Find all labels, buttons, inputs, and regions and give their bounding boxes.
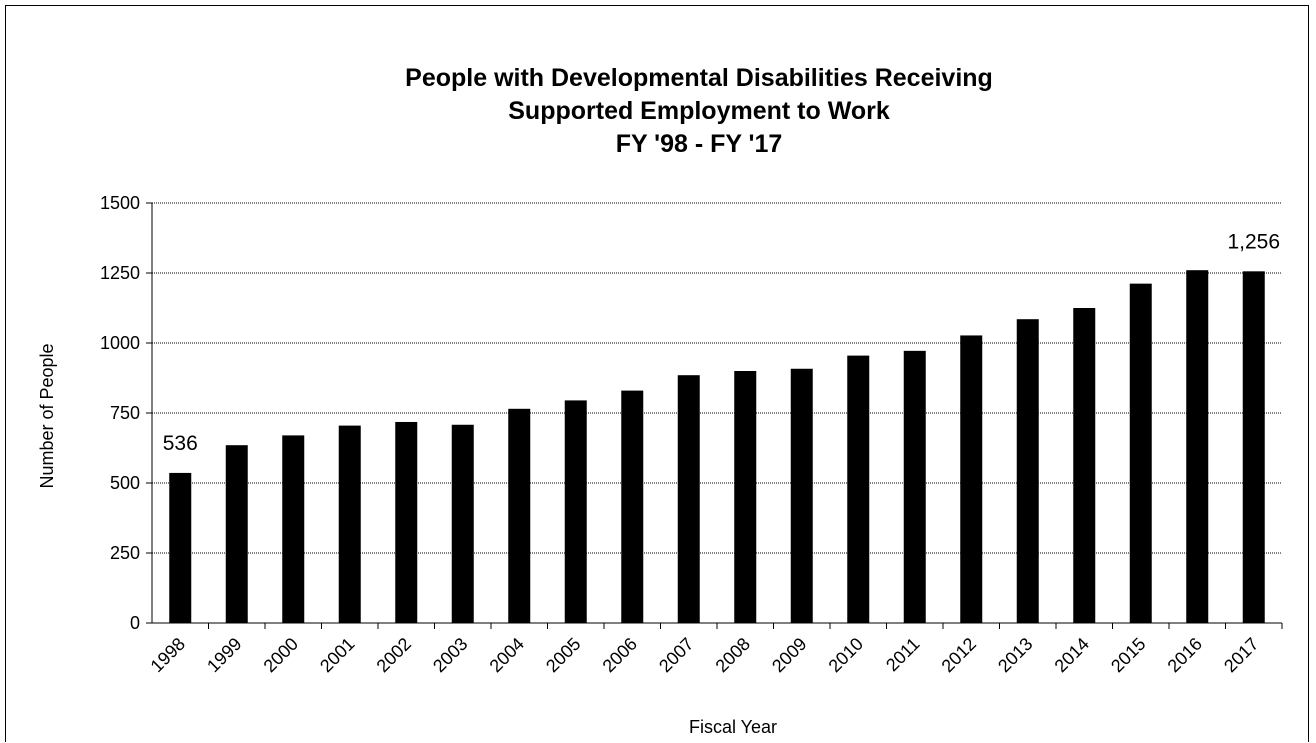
x-tick-label-2003: 2003 — [429, 634, 471, 676]
bar-1998 — [169, 472, 192, 623]
x-tick-label-2011: 2011 — [882, 634, 924, 676]
x-tick-label-2004: 2004 — [486, 634, 528, 676]
bar-2007 — [677, 375, 700, 623]
bar-chart: People with Developmental Disabilities R… — [37, 64, 1283, 737]
x-axis-title: Fiscal Year — [689, 717, 777, 737]
y-tick-label: 0 — [130, 613, 140, 633]
bar-2014 — [1073, 308, 1096, 623]
x-tick-label-2001: 2001 — [316, 634, 358, 676]
y-tick-labels: 0 250 500 750 1000 1250 1500 — [100, 193, 140, 633]
bar-2003 — [451, 424, 474, 623]
x-tick-label-2010: 2010 — [825, 634, 867, 676]
bar-2001 — [338, 425, 361, 623]
chart-title: People with Developmental Disabilities R… — [405, 64, 993, 158]
bar-1999 — [225, 445, 248, 623]
chart-title-line-2: Supported Employment to Work — [508, 97, 890, 125]
bar-2009 — [790, 368, 813, 623]
bar-2004 — [508, 408, 531, 623]
bar-2012 — [960, 335, 983, 623]
bar-2000 — [282, 435, 305, 623]
bar-2013 — [1016, 319, 1039, 623]
x-tick-label-2002: 2002 — [373, 634, 415, 676]
chart-title-line-1: People with Developmental Disabilities R… — [405, 64, 993, 92]
bar-2010 — [847, 355, 870, 623]
x-tick-label-2005: 2005 — [542, 634, 584, 676]
bar-2005 — [564, 400, 587, 623]
x-tick-label-2006: 2006 — [599, 634, 641, 676]
y-axis-title: Number of People — [37, 343, 57, 488]
data-label-2017: 1,256 — [1227, 230, 1280, 253]
y-tick-label: 1000 — [100, 333, 140, 353]
x-tick-label-2014: 2014 — [1051, 634, 1093, 676]
x-tick-label-2007: 2007 — [655, 634, 697, 676]
chart-title-line-3: FY '98 - FY '17 — [616, 130, 783, 158]
x-tick-label-2000: 2000 — [260, 634, 302, 676]
bar-2016 — [1186, 270, 1209, 623]
bar-2011 — [903, 350, 926, 623]
gridlines — [152, 202, 1282, 554]
x-tick-label-2017: 2017 — [1220, 634, 1262, 676]
bar-2008 — [734, 371, 757, 623]
y-tick-label: 1500 — [100, 193, 140, 213]
bars — [169, 270, 1265, 623]
bar-2017 — [1242, 271, 1265, 623]
data-labels: 536 1,256 — [163, 230, 1280, 455]
y-tick-label: 750 — [110, 403, 140, 423]
x-tick-labels: 1998 1999 2000 2001 2002 2003 2004 2005 2006 2007… — [147, 634, 1263, 676]
x-tick-label-2012: 2012 — [938, 634, 980, 676]
x-tick-label-1998: 1998 — [147, 634, 189, 676]
x-tick-label-1999: 1999 — [203, 634, 245, 676]
x-tick-label-2015: 2015 — [1107, 634, 1149, 676]
bar-2015 — [1129, 283, 1152, 623]
data-label-1998: 536 — [163, 432, 198, 455]
x-tick-label-2009: 2009 — [768, 634, 810, 676]
x-tick-label-2008: 2008 — [712, 634, 754, 676]
x-tick-label-2016: 2016 — [1164, 634, 1206, 676]
x-tick-label-2013: 2013 — [994, 634, 1036, 676]
bar-2002 — [395, 421, 418, 623]
y-tick-label: 500 — [110, 473, 140, 493]
bar-2006 — [621, 390, 644, 623]
y-tick-label: 250 — [110, 543, 140, 563]
axes — [146, 202, 1283, 629]
y-tick-label: 1250 — [100, 263, 140, 283]
chart-frame: People with Developmental Disabilities R… — [5, 5, 1309, 742]
